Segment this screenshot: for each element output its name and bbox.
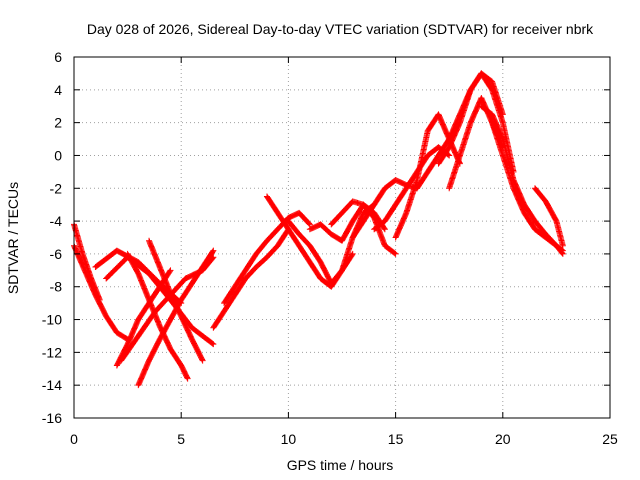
data-point (306, 220, 313, 227)
y-tick-label: -8 (50, 279, 63, 295)
data-point (349, 250, 356, 257)
data-point (446, 152, 453, 159)
data-point (381, 225, 388, 232)
y-tick-label: -12 (42, 344, 62, 360)
series-track-24 (531, 185, 566, 249)
y-tick-label: -16 (42, 410, 62, 426)
data-point (209, 248, 216, 255)
y-tick-label: 2 (54, 115, 62, 131)
x-tick-label: 25 (602, 431, 618, 447)
chart-title: Day 028 of 2026, Sidereal Day-to-day VTE… (87, 21, 594, 37)
data-point (199, 356, 206, 363)
y-tick-label: -14 (42, 377, 62, 393)
y-tick-label: -4 (50, 213, 63, 229)
x-tick-label: 10 (281, 431, 297, 447)
y-tick-label: -10 (42, 312, 62, 328)
data-point (392, 250, 399, 257)
data-point (558, 246, 565, 253)
grid-lines (74, 57, 610, 418)
series-track-14 (306, 201, 388, 244)
data-point (381, 226, 388, 233)
y-tick-label: 6 (54, 49, 62, 65)
series-track-23 (489, 119, 566, 254)
series-track-11 (221, 209, 313, 307)
data-point (184, 375, 191, 382)
data-point (209, 255, 216, 262)
data-point (96, 296, 103, 303)
series-track-5 (124, 250, 191, 382)
y-axis-title: SDTVAR / TECUs (5, 182, 21, 294)
series-track-9 (146, 237, 206, 364)
data-point (210, 247, 217, 254)
data-point (559, 242, 566, 249)
data-point (199, 357, 206, 364)
y-tick-label: -2 (50, 180, 63, 196)
series-track-13 (285, 201, 378, 287)
x-tick-label: 20 (495, 431, 511, 447)
data-point (184, 374, 191, 381)
data-points (71, 70, 566, 389)
y-tick-label: -6 (50, 246, 63, 262)
x-axis-title: GPS time / hours (287, 457, 394, 473)
y-tick-label: 0 (54, 147, 62, 163)
plot-frame (73, 56, 611, 419)
data-point (391, 250, 398, 257)
axis-ticks: 0 5 10 15 20 25 -16 -14 -12 -10 -8 -6 -4 -2 0 2 4 6 (42, 49, 618, 447)
x-tick-label: 5 (177, 431, 185, 447)
x-tick-label: 15 (388, 431, 404, 447)
series-track-2 (71, 221, 103, 303)
data-point (209, 340, 216, 347)
y-tick-label: 4 (54, 82, 62, 98)
data-point (167, 267, 174, 274)
series-track-8 (113, 267, 174, 369)
data-point (166, 268, 173, 275)
data-point (210, 341, 217, 348)
series-track-16 (349, 177, 421, 241)
data-point (210, 254, 217, 261)
x-tick-label: 0 (70, 431, 78, 447)
